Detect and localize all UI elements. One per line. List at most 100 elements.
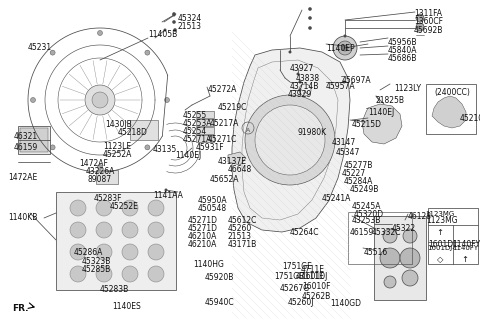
Circle shape (148, 244, 164, 260)
Text: 45231: 45231 (28, 43, 52, 52)
Text: 1601DJ: 1601DJ (427, 245, 453, 251)
Text: 46159: 46159 (350, 228, 374, 237)
Text: 45940C: 45940C (205, 298, 235, 307)
Text: 16010F: 16010F (302, 282, 331, 291)
Text: 45332C: 45332C (372, 228, 401, 237)
Circle shape (96, 200, 112, 216)
Text: 43929: 43929 (288, 90, 312, 99)
Circle shape (97, 31, 103, 36)
Text: 89087: 89087 (88, 175, 112, 184)
Circle shape (402, 270, 418, 286)
Text: 46210A: 46210A (188, 232, 217, 241)
Text: 45249B: 45249B (350, 185, 379, 194)
Polygon shape (432, 96, 466, 128)
Text: 43137E: 43137E (218, 157, 247, 166)
Text: 45271A: 45271A (183, 135, 212, 144)
Text: 45262B: 45262B (302, 292, 331, 301)
Circle shape (288, 51, 291, 53)
Circle shape (172, 12, 176, 16)
Bar (196, 127, 214, 134)
Text: 45260: 45260 (228, 224, 252, 233)
Text: 45283B: 45283B (100, 285, 129, 294)
Bar (348, 212, 412, 264)
Circle shape (70, 266, 86, 282)
Text: 1140EJ: 1140EJ (175, 151, 201, 160)
Text: 45252A: 45252A (103, 150, 132, 159)
Circle shape (299, 88, 301, 92)
Polygon shape (228, 152, 246, 165)
Text: 45217A: 45217A (210, 119, 240, 128)
Circle shape (148, 222, 164, 238)
Text: 45697A: 45697A (342, 76, 372, 85)
Text: 1140ES: 1140ES (112, 302, 141, 311)
Circle shape (50, 145, 55, 150)
Text: 45267G: 45267G (280, 284, 310, 293)
Text: 1751GB: 1751GB (274, 272, 304, 281)
Circle shape (344, 34, 347, 38)
Circle shape (97, 164, 103, 169)
Text: 45255: 45255 (183, 111, 207, 120)
Text: 46321: 46321 (14, 132, 38, 141)
Circle shape (145, 145, 150, 150)
Text: 1140HG: 1140HG (193, 260, 224, 269)
Text: FR.: FR. (12, 304, 28, 313)
Text: 1141AA: 1141AA (153, 191, 183, 200)
Text: 45284A: 45284A (344, 177, 373, 186)
Text: 45227: 45227 (342, 169, 366, 178)
Circle shape (416, 14, 424, 22)
Text: 43838: 43838 (296, 74, 320, 83)
Circle shape (50, 50, 55, 55)
Polygon shape (232, 48, 350, 232)
Text: 45516: 45516 (364, 248, 388, 257)
Text: 46128: 46128 (408, 212, 432, 221)
Circle shape (70, 200, 86, 216)
Circle shape (122, 266, 138, 282)
Circle shape (173, 28, 177, 32)
Circle shape (308, 7, 312, 11)
Bar (130, 120, 158, 140)
Text: 91980K: 91980K (298, 128, 327, 137)
Text: 45956B: 45956B (388, 38, 418, 47)
Text: 1140KB: 1140KB (8, 213, 37, 222)
Text: 43253B: 43253B (352, 216, 382, 225)
Circle shape (96, 222, 112, 238)
Polygon shape (20, 128, 48, 152)
Text: 450548: 450548 (198, 204, 227, 213)
Bar (196, 111, 214, 118)
Text: 45219C: 45219C (218, 103, 247, 112)
Circle shape (342, 45, 348, 51)
Circle shape (333, 36, 357, 60)
Circle shape (122, 200, 138, 216)
Circle shape (96, 266, 112, 282)
Circle shape (308, 16, 312, 20)
Circle shape (255, 105, 325, 175)
Circle shape (245, 95, 335, 185)
Text: 1360CF: 1360CF (414, 17, 443, 26)
Circle shape (148, 266, 164, 282)
Text: 1123MG: 1123MG (425, 211, 455, 217)
Circle shape (297, 73, 300, 75)
Text: 16010J: 16010J (301, 272, 327, 281)
Circle shape (145, 50, 150, 55)
Text: 45950A: 45950A (198, 196, 228, 205)
Text: 4711E: 4711E (301, 265, 325, 274)
Circle shape (31, 98, 36, 102)
Circle shape (70, 222, 86, 238)
Text: 45271D: 45271D (188, 216, 218, 225)
Text: 1140EP: 1140EP (326, 44, 355, 53)
Circle shape (380, 248, 400, 268)
Text: 21513: 21513 (228, 232, 252, 241)
Circle shape (343, 80, 346, 84)
Text: 45931F: 45931F (196, 143, 225, 152)
Text: 43927: 43927 (290, 64, 314, 73)
Text: 45264C: 45264C (290, 228, 320, 237)
Bar (56, 192, 176, 290)
Text: 46210A: 46210A (188, 240, 217, 249)
Text: 45347: 45347 (336, 148, 360, 157)
Text: 45686B: 45686B (388, 54, 418, 63)
Circle shape (164, 29, 167, 31)
Text: 45320D: 45320D (354, 210, 384, 219)
Bar (428, 208, 478, 264)
Circle shape (383, 229, 397, 243)
Circle shape (85, 85, 115, 115)
